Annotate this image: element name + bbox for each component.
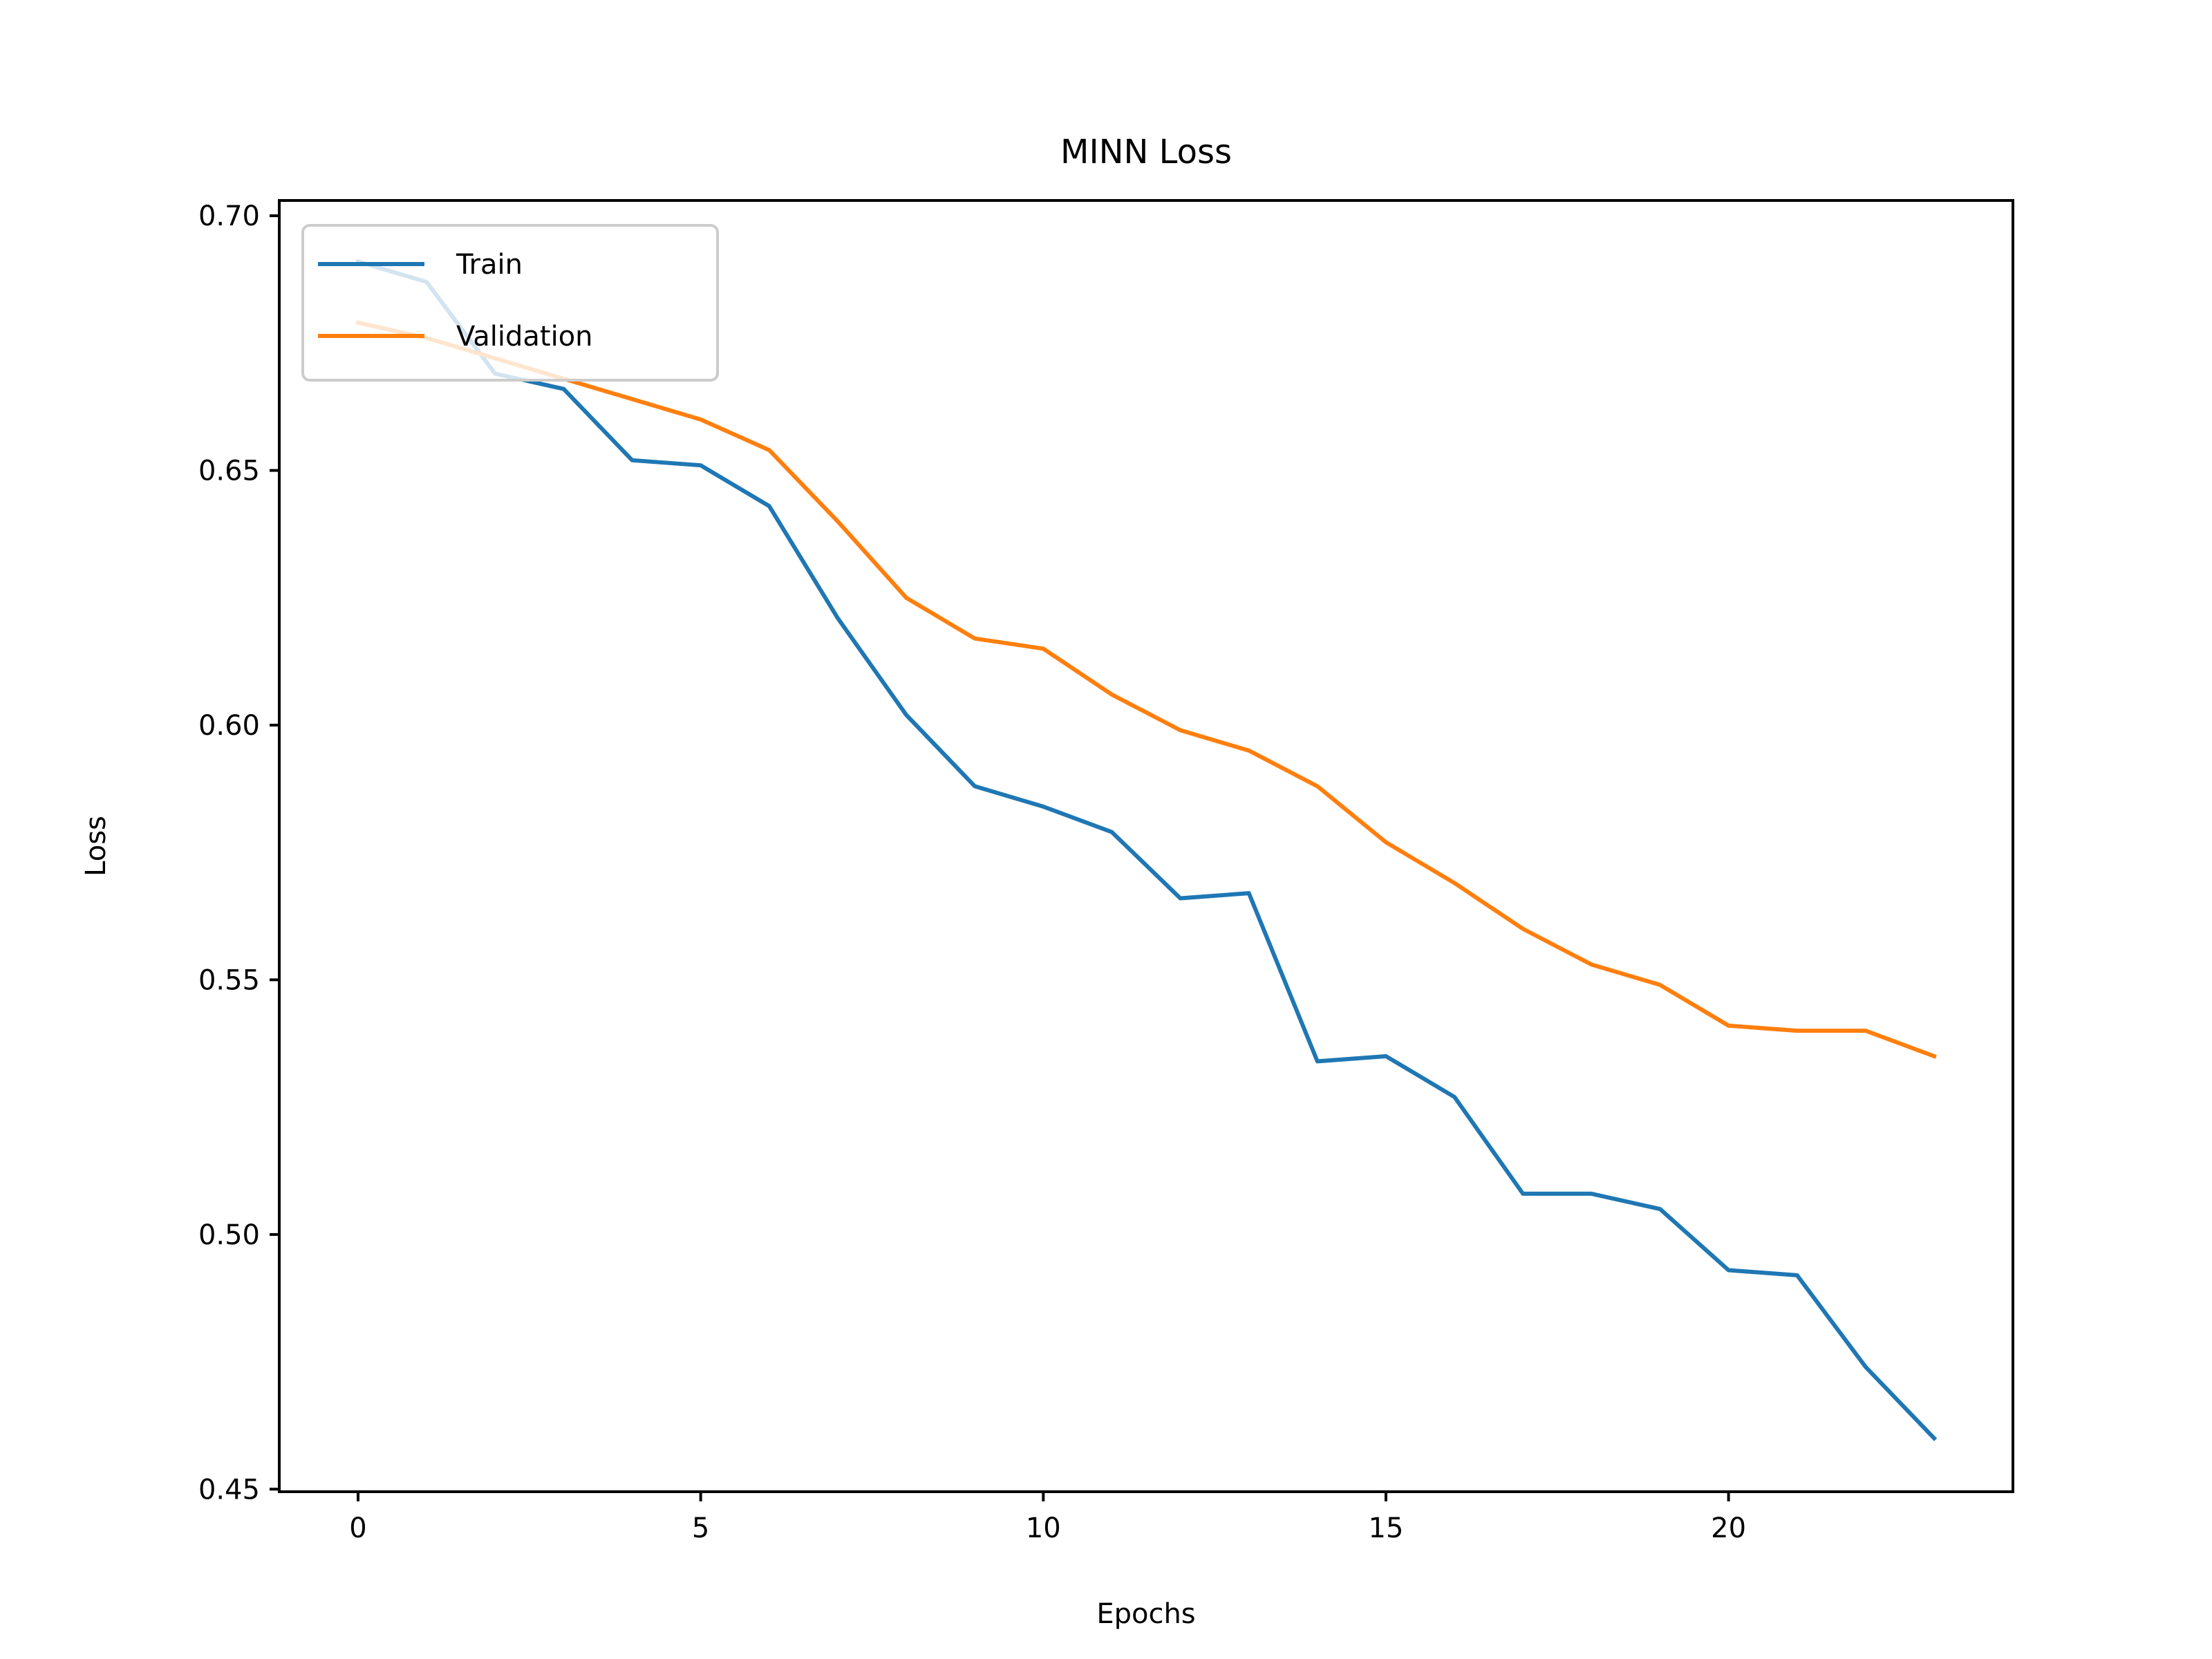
x-tick-label: 0 xyxy=(349,1512,366,1544)
x-tick-label: 20 xyxy=(1711,1512,1746,1544)
data-point-train xyxy=(1043,806,1044,807)
series-line-validation xyxy=(355,320,1937,1059)
data-point-validation xyxy=(906,597,907,598)
x-tick-label: 15 xyxy=(1369,1512,1404,1544)
x-tick-label: 10 xyxy=(1026,1512,1061,1544)
legend: Train Validation xyxy=(301,224,719,382)
data-point-train xyxy=(1591,1193,1592,1194)
series-layer xyxy=(355,259,1938,1441)
legend-label-validation: Validation xyxy=(456,321,593,353)
series-line-train xyxy=(355,259,1938,1441)
x-axis-label: Epochs xyxy=(1096,1598,1195,1630)
data-point-validation xyxy=(1317,786,1318,787)
x-axis-ticks: 0 5 10 15 20 xyxy=(349,1492,1746,1544)
y-axis-label: Loss xyxy=(80,816,112,877)
data-point-train xyxy=(1317,1061,1318,1062)
data-point-validation xyxy=(1523,928,1524,929)
legend-label-train: Train xyxy=(456,249,523,281)
data-point-validation xyxy=(1180,730,1181,731)
y-tick-label: 0.45 xyxy=(198,1474,260,1506)
data-point-train xyxy=(700,465,701,466)
data-point-train xyxy=(1728,1270,1729,1271)
y-tick-label: 0.55 xyxy=(198,964,260,996)
chart-title: MINN Loss xyxy=(1060,133,1232,171)
plot-frame xyxy=(278,199,2014,1493)
data-point-train xyxy=(563,388,564,389)
data-point-train xyxy=(1523,1193,1524,1194)
data-point-validation xyxy=(700,419,701,420)
data-point-train xyxy=(1454,1096,1455,1097)
data-point-validation xyxy=(1043,648,1044,649)
data-point-train xyxy=(1180,898,1181,899)
data-point-train xyxy=(837,618,838,619)
x-tick-label: 5 xyxy=(692,1512,709,1544)
data-point-train xyxy=(1248,893,1249,894)
data-point-validation xyxy=(1248,750,1249,751)
data-point-validation xyxy=(1591,964,1592,965)
data-point-validation xyxy=(837,521,838,522)
data-point-validation xyxy=(1385,842,1386,843)
y-tick-label: 0.60 xyxy=(198,710,260,742)
data-point-validation xyxy=(1728,1025,1729,1026)
y-tick-label: 0.50 xyxy=(198,1219,260,1251)
y-axis-ticks: 0.45 0.50 0.55 0.60 0.65 0.70 xyxy=(198,200,279,1506)
y-tick-label: 0.70 xyxy=(198,200,260,232)
y-tick-label: 0.65 xyxy=(198,456,260,487)
